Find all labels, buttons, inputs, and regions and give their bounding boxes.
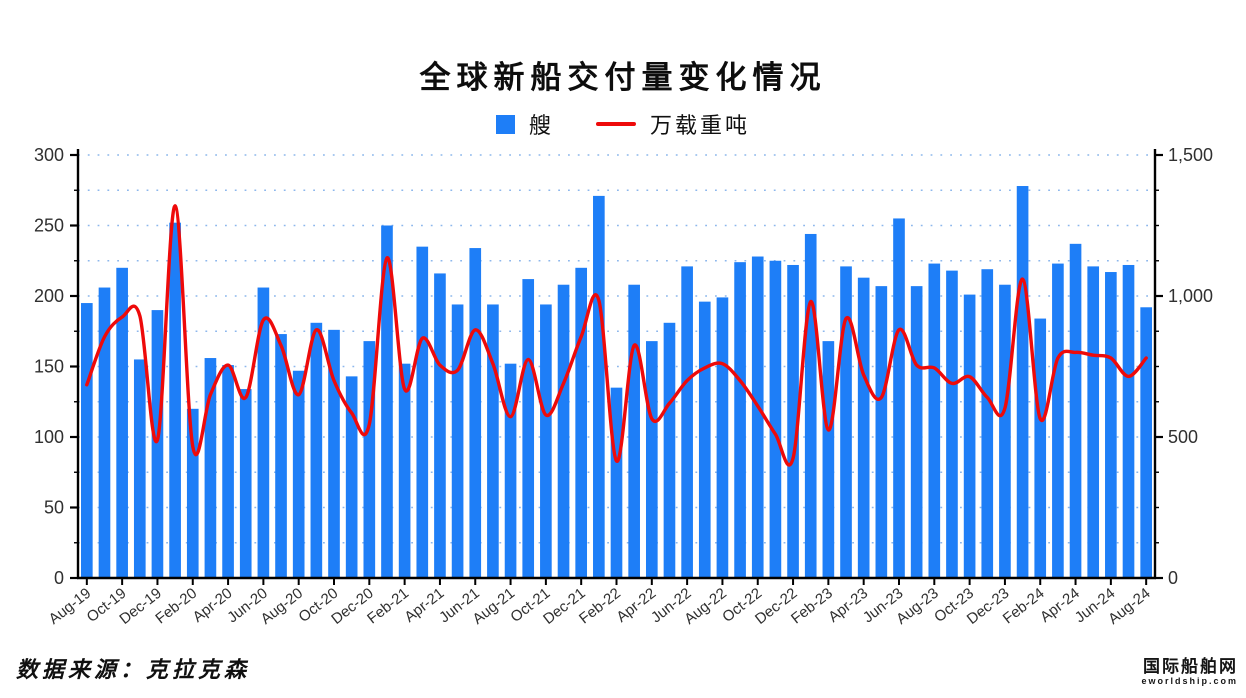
chart-title: 全球新船交付量变化情况 (419, 60, 827, 95)
watermark-site-name: 国际船舶网 (1143, 657, 1238, 676)
svg-text:50: 50 (44, 498, 64, 518)
svg-text:0: 0 (1168, 568, 1178, 588)
line-legend-label: 万载重吨 (650, 113, 751, 138)
svg-text:500: 500 (1168, 427, 1198, 447)
bars-legend-swatch-icon (495, 114, 515, 134)
svg-text:1,500: 1,500 (1168, 145, 1213, 165)
svg-text:Feb-23: Feb-23 (788, 585, 836, 628)
svg-text:300: 300 (34, 145, 64, 165)
svg-text:150: 150 (34, 357, 64, 377)
svg-text:Feb-24: Feb-24 (1000, 585, 1048, 628)
svg-text:Feb-21: Feb-21 (364, 585, 412, 628)
svg-text:Feb-20: Feb-20 (152, 585, 200, 628)
svg-text:Feb-22: Feb-22 (576, 585, 624, 628)
site-watermark: 国际船舶网 eworldship.com (1141, 658, 1238, 686)
svg-text:100: 100 (34, 427, 64, 447)
svg-text:Aug-19: Aug-19 (46, 585, 95, 628)
chart-legend: 艘 万载重吨 (0, 108, 1246, 140)
data-source-note: 数据来源：克拉克森 (16, 657, 251, 682)
svg-text:1,000: 1,000 (1168, 286, 1213, 306)
bars-legend-label: 艘 (528, 113, 554, 138)
watermark-site-url: eworldship.com (1141, 676, 1238, 686)
svg-text:0: 0 (54, 568, 64, 588)
line-legend-swatch-icon (596, 122, 636, 126)
svg-text:250: 250 (34, 216, 64, 236)
svg-text:200: 200 (34, 286, 64, 306)
